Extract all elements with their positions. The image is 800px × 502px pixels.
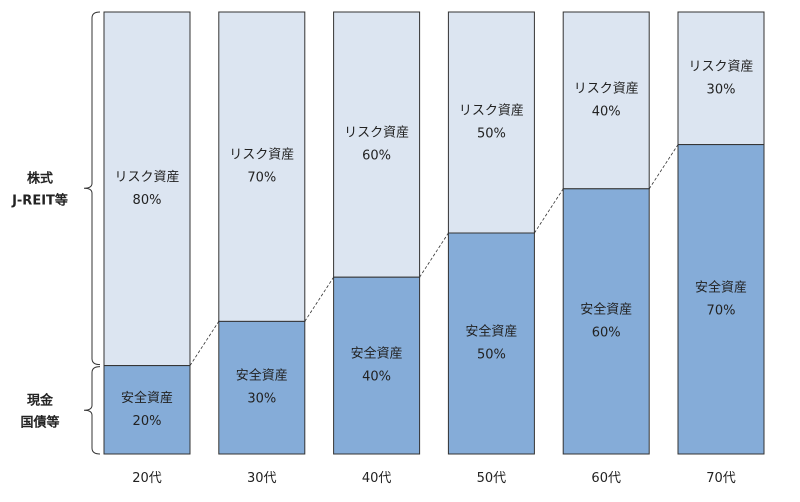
label-safe-name: 安全資産 [465, 324, 517, 340]
label-risk-value: 40% [592, 104, 621, 119]
label-safe-value: 20% [133, 414, 162, 429]
x-tick-label: 20代 [132, 471, 162, 486]
bar-safe-20代 [103, 365, 191, 455]
bar-risk-40代 [333, 11, 421, 278]
x-tick-label: 30代 [247, 471, 277, 486]
side-label-risk: J-REIT等 [11, 192, 68, 208]
bar-safe-40代 [333, 276, 421, 455]
label-risk-value: 70% [247, 171, 276, 186]
bar-safe-50代 [447, 232, 535, 455]
bar-risk-30代 [218, 11, 306, 322]
label-risk-name: リスク資産 [344, 125, 409, 141]
label-safe-name: 安全資産 [121, 390, 173, 406]
label-safe-name: 安全資産 [351, 346, 403, 362]
connector-line [419, 232, 449, 278]
x-tick-label: 70代 [706, 471, 736, 486]
label-safe-value: 60% [592, 325, 621, 340]
label-safe-name: 安全資産 [236, 368, 288, 384]
side-label-safe: 国債等 [20, 414, 59, 430]
connector-line [304, 276, 334, 322]
brace-safe [83, 366, 101, 455]
x-tick-label: 40代 [362, 471, 392, 486]
label-risk-value: 80% [133, 193, 162, 208]
side-label-safe: 現金 [27, 392, 54, 408]
label-safe-value: 70% [707, 303, 736, 318]
bar-safe-60代 [562, 188, 650, 455]
x-tick-label: 50代 [477, 471, 507, 486]
connector-line [534, 188, 564, 234]
bar-risk-50代 [447, 11, 535, 234]
bar-safe-70代 [677, 144, 765, 455]
label-risk-value: 30% [707, 82, 736, 97]
label-safe-value: 40% [362, 370, 391, 385]
label-risk-name: リスク資産 [688, 58, 753, 74]
brace-risk [83, 11, 101, 366]
label-safe-value: 50% [477, 348, 506, 363]
side-label-risk: 株式 [27, 170, 53, 186]
bar-safe-30代 [218, 320, 306, 455]
connector-line [648, 144, 679, 190]
label-risk-name: リスク資産 [574, 80, 639, 96]
label-risk-name: リスク資産 [459, 103, 524, 119]
label-risk-value: 50% [477, 127, 506, 142]
label-risk-name: リスク資産 [229, 147, 294, 163]
label-risk-value: 60% [362, 149, 391, 164]
label-safe-name: 安全資産 [580, 301, 632, 317]
label-risk-name: リスク資産 [114, 169, 179, 185]
bar-risk-60代 [562, 11, 650, 190]
bar-risk-20代 [103, 11, 191, 367]
connector-line [189, 321, 220, 366]
label-safe-value: 30% [247, 392, 276, 407]
label-safe-name: 安全資産 [695, 279, 747, 295]
x-tick-label: 60代 [591, 471, 621, 486]
bar-risk-70代 [677, 11, 765, 146]
